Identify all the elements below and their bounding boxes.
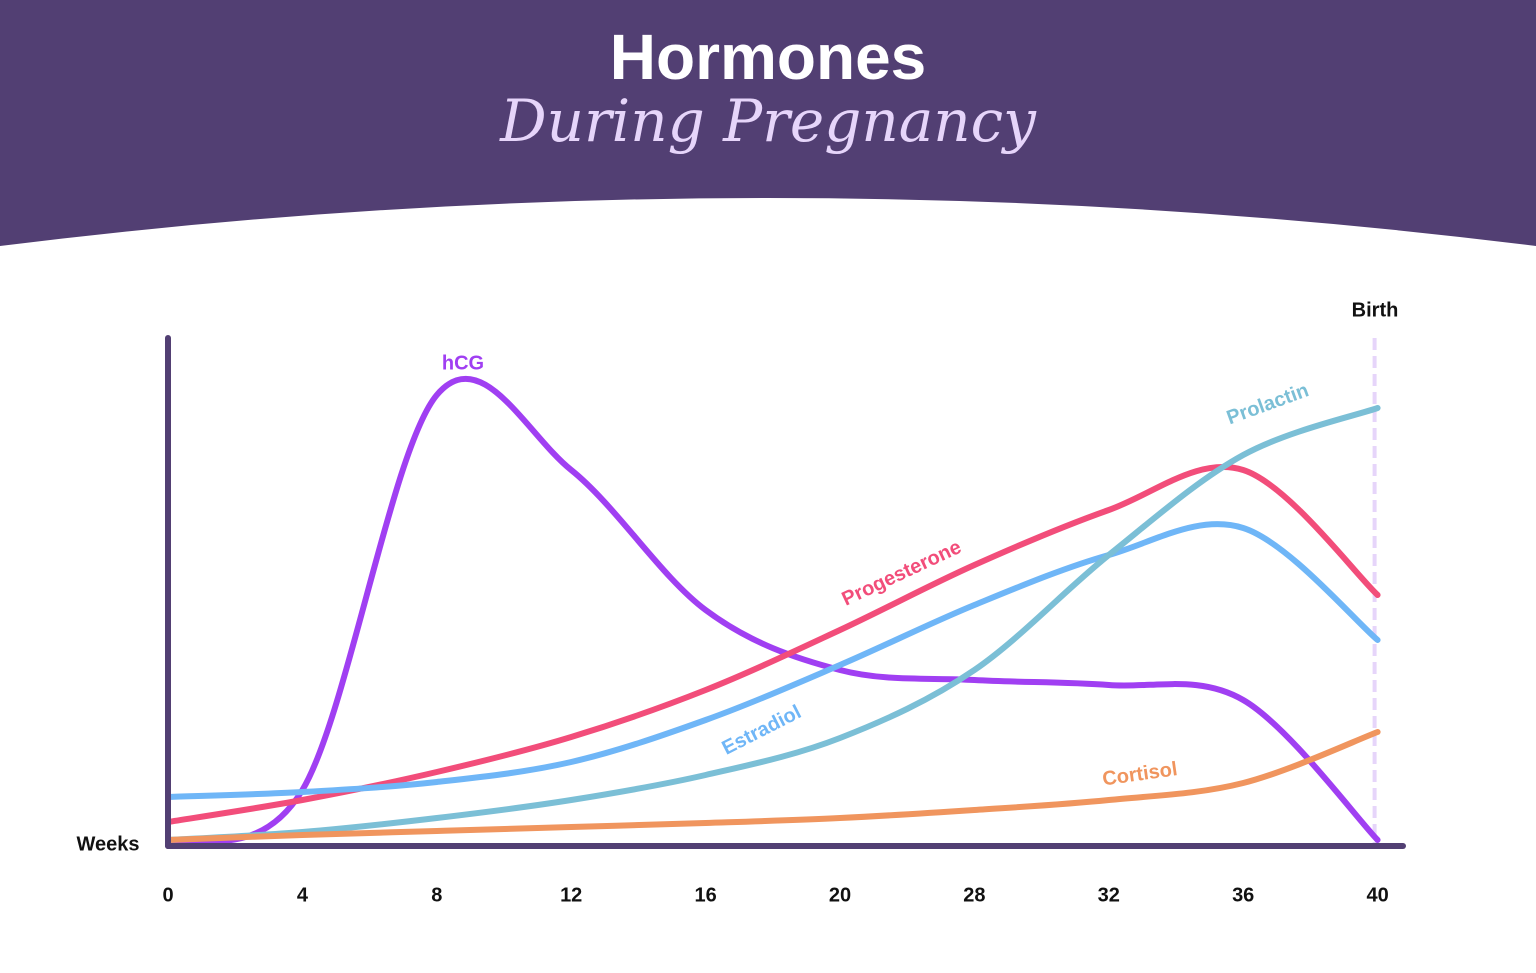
x-tick-label: 32 [1098,884,1120,906]
series-line [165,405,1381,843]
header-band [0,0,1536,246]
x-tick-label: 16 [694,884,716,906]
chart-subtitle: During Pregnancy [499,87,1037,155]
series-line [165,729,1381,843]
x-tick-label: 36 [1232,884,1254,906]
x-tick-label: 12 [560,884,582,906]
series-label: Cortisol [1101,758,1179,790]
x-tick-label: 20 [829,884,851,906]
birth-annotation: Birth [1352,299,1399,321]
series-label: Prolactin [1224,379,1312,429]
x-tick-label: 40 [1366,884,1388,906]
x-axis-label: Weeks [76,833,139,855]
series-line [165,376,1381,845]
x-tick-label: 8 [431,884,442,906]
series-line [165,463,1381,825]
x-tick-label: 0 [162,884,173,906]
series-line [165,521,1381,800]
chart-title: Hormones [610,21,927,93]
series-label: hCG [442,352,484,374]
x-tick-label: 4 [297,884,309,906]
x-tick-label: 28 [963,884,985,906]
